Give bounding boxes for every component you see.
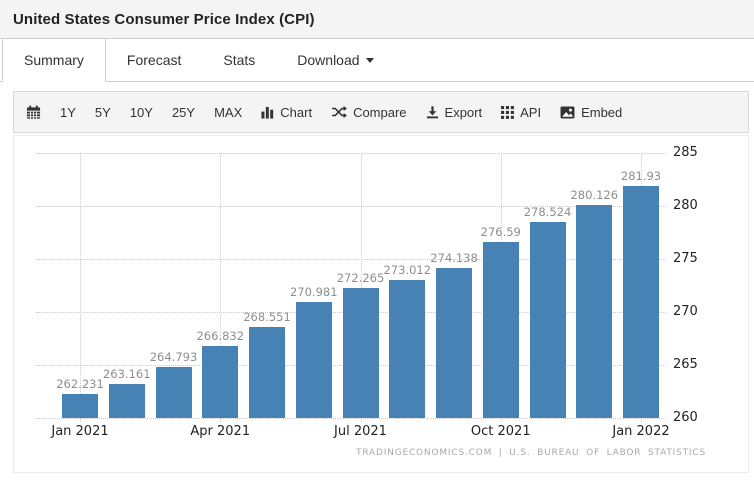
x-axis-tick — [641, 418, 642, 422]
bar-value-label: 280.126 — [570, 187, 619, 202]
tab-label: Forecast — [126, 52, 182, 68]
bar-value-label: 276.59 — [480, 225, 521, 240]
x-axis-tick-label: Apr 2021 — [190, 424, 251, 439]
tab-download[interactable]: Download — [276, 39, 394, 81]
bar[interactable] — [155, 367, 192, 418]
tool-label: Compare — [353, 104, 407, 120]
api-button[interactable]: API — [501, 105, 541, 120]
h-gridline — [36, 153, 666, 154]
bar-value-label: 264.793 — [149, 350, 198, 365]
grid-icon — [501, 105, 515, 119]
h-gridline — [36, 259, 666, 260]
tool-label: 10Y — [129, 104, 153, 120]
tab-label: Stats — [223, 52, 256, 68]
bar[interactable] — [436, 268, 472, 418]
bar[interactable] — [202, 345, 239, 418]
bar-value-label: 263.161 — [102, 367, 151, 382]
bar[interactable] — [108, 384, 145, 418]
x-axis-tick — [220, 418, 222, 422]
bar[interactable] — [342, 287, 379, 418]
v-gridline — [220, 153, 222, 418]
x-axis-tick — [360, 418, 362, 422]
attribution-text: TRADINGECONOMICS.COM | U.S. BUREAU OF LA… — [356, 448, 706, 458]
calendar-button[interactable] — [26, 104, 41, 120]
tool-label: Chart — [280, 104, 313, 120]
range-10y-button[interactable]: 10Y — [130, 105, 153, 120]
tool-label: Embed — [581, 104, 623, 120]
tool-label: 25Y — [171, 104, 196, 120]
y-axis-tick-label: 265 — [673, 357, 698, 372]
range-1y-button[interactable]: 1Y — [60, 105, 76, 120]
tool-label: 5Y — [94, 104, 111, 120]
tab-summary[interactable]: Summary — [2, 39, 106, 82]
y-axis-tick-label: 280 — [673, 198, 698, 213]
x-axis-tick — [80, 418, 81, 422]
tool-label: API — [520, 104, 542, 120]
chart-button[interactable]: Chart — [261, 105, 312, 120]
x-axis-tick-label: Jan 2021 — [51, 424, 109, 439]
tool-label: Export — [444, 104, 483, 120]
range-25y-button[interactable]: 25Y — [172, 105, 195, 120]
bar[interactable] — [482, 242, 519, 418]
tab-stats[interactable]: Stats — [202, 39, 276, 81]
tab-label: Download — [297, 52, 360, 68]
tab-forecast[interactable]: Forecast — [106, 39, 202, 81]
bar-value-label: 272.265 — [336, 270, 385, 285]
bar[interactable] — [295, 301, 332, 418]
h-gridline — [36, 206, 666, 207]
range-max-button[interactable]: MAX — [214, 105, 242, 120]
download-icon — [426, 105, 439, 119]
x-axis-tick-label: Jul 2021 — [334, 424, 387, 439]
bar[interactable] — [623, 185, 659, 418]
bar-value-label: 281.93 — [620, 168, 662, 183]
embed-button[interactable]: Embed — [560, 105, 622, 120]
y-axis-tick-label: 285 — [673, 145, 698, 160]
y-axis-tick-label: 270 — [673, 304, 698, 319]
v-gridline — [360, 153, 362, 418]
bar[interactable] — [62, 394, 98, 418]
bar[interactable] — [389, 280, 426, 418]
bar-value-label: 270.981 — [289, 284, 338, 299]
y-axis-tick-label: 260 — [673, 410, 698, 425]
widget-header: United States Consumer Price Index (CPI) — [0, 0, 754, 39]
cpi-bar-chart: 260 265 270 275 280 285 Jan 2021 Apr 2021 Jul 20… — [13, 135, 749, 473]
chart-toolbar: 1Y 5Y 10Y 25Y MAX Chart Compare Export API Embed — [13, 91, 749, 133]
compare-button[interactable]: Compare — [331, 104, 407, 120]
chevron-down-icon — [365, 57, 374, 63]
bar-value-label: 274.138 — [430, 251, 478, 266]
tab-label: Summary — [24, 52, 84, 68]
bar[interactable] — [576, 204, 613, 418]
tab-bar: Summary Forecast Stats Download — [0, 39, 754, 82]
bar[interactable] — [249, 327, 285, 418]
bar-value-label: 266.832 — [196, 328, 245, 343]
image-icon — [560, 105, 575, 119]
v-gridline — [80, 153, 81, 418]
y-axis-tick-label: 275 — [673, 251, 698, 266]
bar-value-label: 268.551 — [243, 310, 291, 325]
bar-value-label: 278.524 — [523, 204, 572, 219]
tool-label: MAX — [214, 104, 243, 120]
bar-value-label: 262.231 — [56, 377, 104, 392]
bar-value-label: 273.012 — [383, 263, 432, 278]
x-axis-tick-label: Jan 2022 — [612, 424, 670, 439]
calendar-icon — [26, 104, 41, 120]
x-axis-tick — [500, 418, 502, 422]
h-gridline — [36, 418, 666, 419]
bar[interactable] — [529, 221, 566, 418]
x-axis-tick-label: Oct 2021 — [470, 424, 531, 439]
shuffle-icon — [331, 105, 348, 119]
range-5y-button[interactable]: 5Y — [95, 105, 111, 120]
page-title: United States Consumer Price Index (CPI) — [13, 10, 315, 28]
tool-label: 1Y — [60, 104, 76, 120]
bar-chart-icon — [261, 106, 274, 119]
export-button[interactable]: Export — [426, 104, 483, 120]
